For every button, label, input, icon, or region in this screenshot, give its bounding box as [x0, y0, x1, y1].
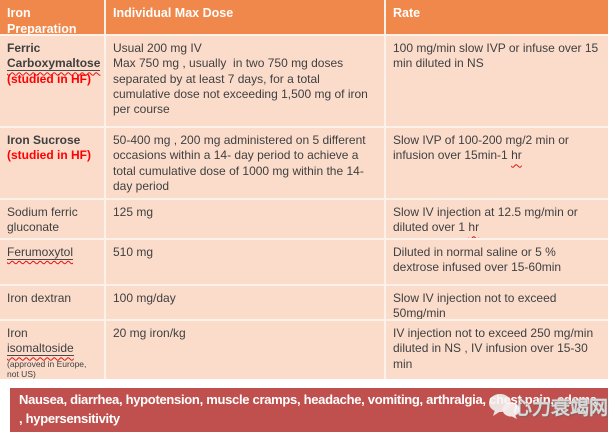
prep-cell: Iron dextran: [0, 286, 104, 319]
prep-cell: Ferric Carboxymaltose (studied in HF): [0, 36, 104, 126]
rate-cell: Slow IVP of 100-200 mg/2 min or infusion…: [386, 128, 608, 198]
prep-cell: Iron isomaltoside (approved in Europe, no…: [0, 321, 104, 379]
header-cell-iron-preparation: Iron Preparation: [0, 0, 104, 34]
prep-name: Iron dextran: [7, 291, 72, 305]
dose-cell: 510 mg: [106, 240, 384, 284]
table-row: Iron Sucrose (studied in HF) 50-400 mg , …: [0, 128, 608, 198]
studied-in-hf-note: (studied in HF): [7, 71, 91, 86]
rate-text-spellcheck: hr: [468, 220, 480, 235]
prep-name: Sodium ferric gluconate: [7, 205, 78, 235]
dose-cell: 100 mg/day: [106, 286, 384, 319]
table-row: Iron isomaltoside (approved in Europe, no…: [0, 321, 608, 379]
table-header-row: Iron Preparation Individual Max Dose Rat…: [0, 0, 608, 34]
rate-cell: Slow IV injection at 12.5 mg/min or dilu…: [386, 200, 608, 238]
rate-cell: Diluted in normal saline or 5 % dextrose…: [386, 240, 608, 284]
prep-name-underlined: Carboxymaltose: [7, 56, 101, 72]
prep-name: Iron Sucrose: [7, 133, 81, 147]
prep-name: Iron: [7, 326, 28, 340]
adverse-effects-bar: Nausea, diarrhea, hypotension, muscle cr…: [10, 388, 608, 432]
rate-cell: 100 mg/min slow IVP or infuse over 15 mi…: [386, 36, 608, 126]
dose-cell: Usual 200 mg IV Max 750 mg , usually in …: [106, 36, 384, 126]
dose-cell: 50-400 mg , 200 mg administered on 5 dif…: [106, 128, 384, 198]
table-row: Ferric Carboxymaltose (studied in HF) Usu…: [0, 36, 608, 126]
prep-cell: Iron Sucrose (studied in HF): [0, 128, 104, 198]
table-row: Ferumoxytol 510 mg Diluted in normal sal…: [0, 240, 608, 284]
rate-text-spellcheck: hr: [511, 148, 522, 163]
dose-cell: 125 mg: [106, 200, 384, 238]
approval-note: (approved in Europe, not US): [7, 358, 87, 379]
rate-text: Slow IV injection at 12.5 mg/min or dilu…: [393, 205, 582, 235]
header-cell-individual-max-dose: Individual Max Dose: [106, 0, 384, 34]
table-row: Iron dextran 100 mg/day Slow IV injectio…: [0, 286, 608, 319]
prep-name-underlined: isomaltoside: [7, 341, 74, 357]
prep-cell: Ferumoxytol: [0, 240, 104, 284]
prep-name-underlined: Ferumoxytol: [7, 245, 74, 260]
rate-text: Slow IVP of 100-200 mg/2 min or infusion…: [393, 133, 573, 163]
dose-cell: 20 mg iron/kg: [106, 321, 384, 379]
studied-in-hf-note: (studied in HF): [7, 148, 91, 163]
adverse-effects-text: Nausea, diarrhea, hypotension, muscle cr…: [19, 392, 597, 426]
rate-cell: Slow IV injection not to exceed 50mg/min: [386, 286, 608, 319]
prep-cell: Sodium ferric gluconate: [0, 200, 104, 238]
header-cell-rate: Rate: [386, 0, 608, 34]
table-row: Sodium ferric gluconate 125 mg Slow IV i…: [0, 200, 608, 238]
iron-preparations-table: Iron Preparation Individual Max Dose Rat…: [0, 0, 608, 379]
prep-name: Ferric: [7, 41, 41, 55]
rate-cell: IV injection not to exceed 250 mg/min di…: [386, 321, 608, 379]
